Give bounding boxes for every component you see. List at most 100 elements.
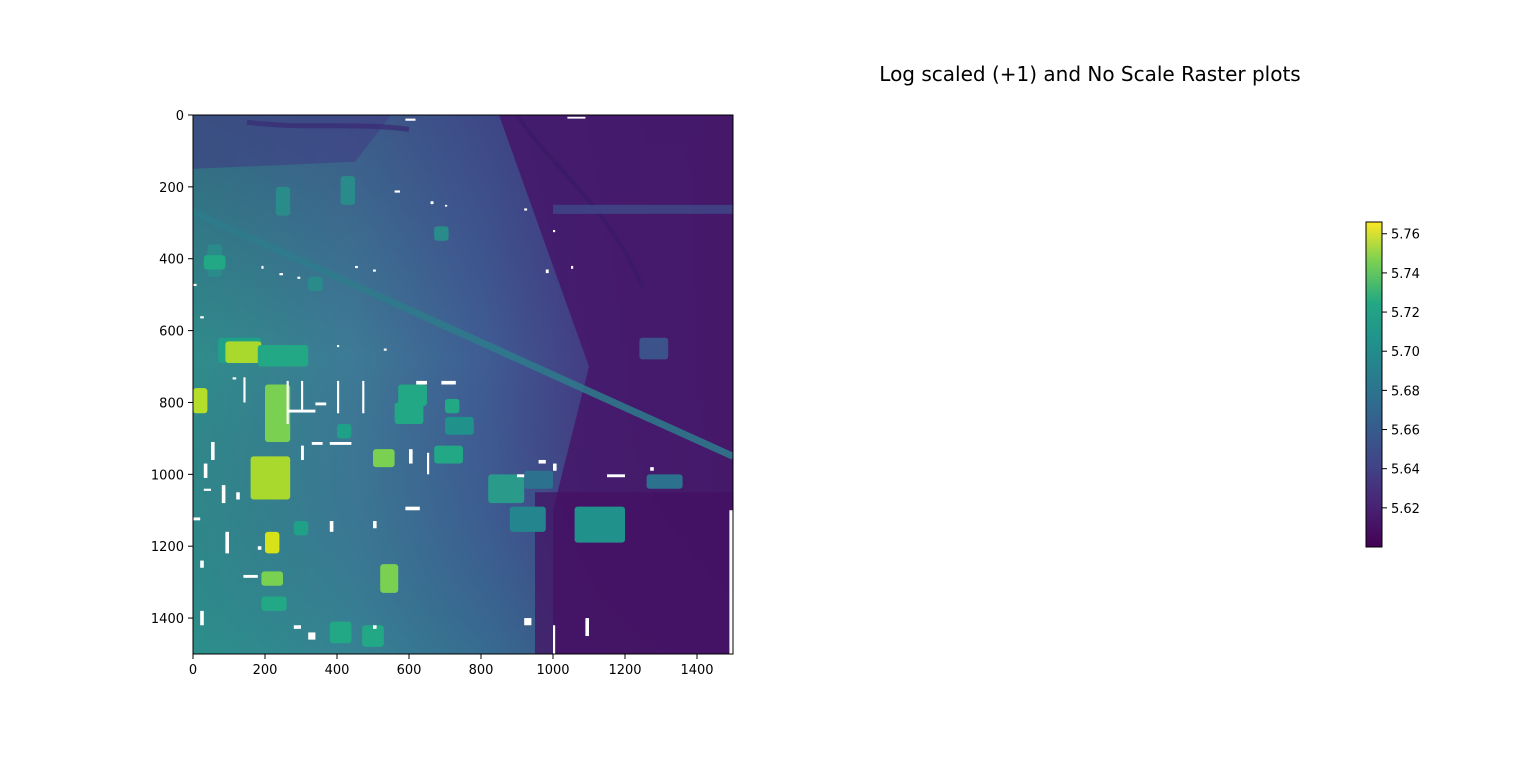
raster-nodata xyxy=(524,208,528,211)
x-tick-label: 0 xyxy=(189,663,197,678)
raster-top-left xyxy=(193,115,391,169)
x-tick-label: 400 xyxy=(325,663,350,678)
raster-building xyxy=(434,226,449,241)
raster-nodata xyxy=(441,380,456,385)
raster-nodata xyxy=(650,467,654,471)
y-tick-label: 600 xyxy=(159,325,184,340)
raster-building xyxy=(293,521,309,536)
y-axis: 0 200 400 600 800 1000 1200 1400 xyxy=(151,109,193,627)
raster-nodata xyxy=(571,265,574,269)
axes-frame xyxy=(192,114,734,655)
colorbar-tick-label: 5.62 xyxy=(1391,502,1420,517)
colorbar-ticks: 5.62 5.64 5.66 5.68 5.70 5.72 5.74 5.76 xyxy=(1382,228,1420,517)
raster-nodata xyxy=(221,485,226,504)
raster-nodata xyxy=(261,265,264,269)
raster-building xyxy=(394,402,424,425)
y-tick-label: 1200 xyxy=(151,540,184,555)
raster-building xyxy=(193,388,208,414)
y-tick-label: 1000 xyxy=(151,468,184,483)
y-tick-label: 1400 xyxy=(151,612,184,627)
raster-nodata xyxy=(301,445,304,460)
raster-nodata xyxy=(203,463,208,478)
raster-nodata xyxy=(553,625,556,654)
raster-nodata xyxy=(232,377,237,380)
colorbar-gradient xyxy=(1365,221,1383,548)
raster-nodata xyxy=(329,521,334,532)
raster-nodata xyxy=(200,560,204,568)
raster-building xyxy=(380,564,399,593)
colorbar-tick-label: 5.68 xyxy=(1391,384,1420,399)
raster-nodata xyxy=(607,474,625,478)
raster-nodata xyxy=(337,380,340,414)
raster-building xyxy=(261,571,283,586)
raster-nodata xyxy=(193,517,201,521)
raster-nodata xyxy=(243,377,246,403)
raster-nodata xyxy=(729,510,733,654)
raster-building xyxy=(445,416,474,435)
raster-building xyxy=(265,531,280,554)
raster-building xyxy=(434,445,463,464)
raster-nodata xyxy=(257,546,262,550)
raster-building xyxy=(362,625,384,647)
raster-nodata xyxy=(301,380,304,410)
raster-nodata xyxy=(337,344,340,348)
raster-nodata xyxy=(409,449,413,464)
raster-nodata xyxy=(329,441,352,445)
raster-building xyxy=(329,621,352,644)
raster-field xyxy=(535,492,733,654)
raster-building xyxy=(275,186,291,216)
raster-nodata xyxy=(286,380,289,425)
raster-building xyxy=(509,506,546,532)
raster-nodata xyxy=(193,283,197,287)
raster-building xyxy=(308,276,323,292)
raster-building xyxy=(265,384,291,442)
raster-stream xyxy=(515,115,645,289)
raster-nodata xyxy=(315,402,327,406)
raster-building xyxy=(250,456,291,500)
raster-nodata xyxy=(373,269,376,272)
raster-embankment xyxy=(193,208,733,460)
colorbar-tick-label: 5.70 xyxy=(1391,345,1420,360)
raster-building xyxy=(340,176,355,205)
y-tick-label: 200 xyxy=(159,181,184,196)
x-tick-label: 1200 xyxy=(608,663,641,678)
raster-building xyxy=(261,596,287,611)
raster-ridge xyxy=(246,119,410,132)
colorbar-tick-label: 5.74 xyxy=(1391,267,1420,282)
raster-nodata xyxy=(225,531,229,554)
raster-building xyxy=(257,344,309,367)
raster-nodata xyxy=(567,116,586,119)
raster-nodata xyxy=(524,618,532,626)
raster-nodata xyxy=(430,201,434,205)
raster-nodata xyxy=(200,610,204,626)
colorbar-tick-label: 5.66 xyxy=(1391,424,1420,439)
raster-nodata xyxy=(545,269,549,274)
x-tick-label: 200 xyxy=(253,663,278,678)
raster-nodata xyxy=(538,459,546,464)
colorbar: 5.62 5.64 5.66 5.68 5.70 5.72 5.74 5.76 xyxy=(1365,221,1420,548)
y-tick-label: 400 xyxy=(159,253,184,268)
raster-nodata xyxy=(585,618,589,637)
raster-building xyxy=(574,506,625,543)
raster-nodata xyxy=(236,492,240,500)
x-tick-label: 1000 xyxy=(536,663,569,678)
raster-building xyxy=(639,337,669,360)
raster-nodata xyxy=(553,229,556,233)
raster-nodata xyxy=(517,474,525,478)
raster-nodata xyxy=(553,463,557,471)
raster-building xyxy=(524,470,553,489)
raster-nodata xyxy=(373,625,377,629)
raster-building xyxy=(445,398,460,414)
raster-nodata xyxy=(405,506,420,511)
raster-building xyxy=(373,449,395,468)
raster-nodata xyxy=(416,380,427,385)
raster-nodata xyxy=(243,574,258,578)
raster-nodata xyxy=(279,273,283,276)
x-tick-label: 800 xyxy=(469,663,494,678)
raster-nodata xyxy=(445,204,448,207)
raster-nodata xyxy=(362,380,365,414)
colorbar-tick-label: 5.72 xyxy=(1391,306,1420,321)
raster-nodata xyxy=(297,276,301,279)
raster-nodata xyxy=(203,488,211,491)
raster-nodata xyxy=(405,118,416,121)
